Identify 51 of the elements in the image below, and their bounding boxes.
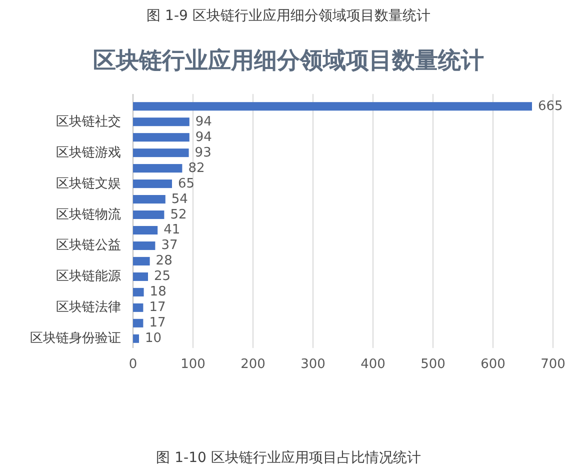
bar: [133, 241, 156, 250]
chart-title: 区块链行业应用细分领域项目数量统计: [93, 47, 484, 74]
bar: [133, 195, 166, 204]
data-label: 25: [154, 269, 171, 284]
caption: 图 1-9 区块链行业应用细分领域项目数量统计: [146, 8, 430, 24]
data-label: 37: [161, 238, 178, 254]
bar: [133, 318, 144, 328]
data-label: 28: [156, 254, 172, 269]
bar: [133, 164, 182, 173]
x-tick-label: 500: [420, 357, 446, 372]
x-tick-label: 100: [180, 357, 206, 372]
x-tick-label: 700: [540, 357, 566, 372]
bar: [133, 180, 172, 188]
data-label: 665: [538, 98, 563, 114]
bar: [133, 288, 144, 296]
x-tick-label: 300: [300, 357, 326, 372]
y-tick-label: 区块链文娱: [56, 176, 121, 192]
data-label: 94: [195, 130, 212, 145]
y-tick-label: 区块链社交: [56, 113, 121, 130]
bar: [133, 102, 532, 111]
x-tick-label: 400: [360, 357, 386, 372]
bar: [133, 118, 190, 126]
x-tick-label: 0: [128, 357, 138, 372]
y-tick-label: 区块链公益: [56, 238, 121, 254]
bar: [133, 272, 148, 281]
bar: [133, 256, 150, 266]
bar: [133, 210, 164, 220]
data-label: 10: [145, 331, 162, 346]
data-label: 82: [188, 160, 205, 176]
caption: 图 1-10 区块链行业应用项目占比情况统计: [156, 450, 421, 466]
y-tick-label: 区块链游戏: [56, 145, 121, 160]
data-label: 54: [171, 192, 188, 207]
bar: [133, 226, 158, 234]
y-tick-label: 区块链能源: [56, 269, 121, 284]
data-label: 65: [178, 176, 195, 192]
data-label: 41: [164, 222, 180, 238]
data-label: 17: [149, 300, 166, 316]
data-label: 18: [150, 284, 166, 300]
y-tick-label: 区块链法律: [56, 300, 121, 316]
bar: [133, 133, 190, 142]
x-tick-label: 200: [240, 357, 266, 372]
y-tick-label: 区块链身份验证: [30, 331, 121, 346]
bar: [133, 148, 189, 158]
data-label: 17: [149, 316, 166, 331]
data-label: 52: [170, 207, 187, 222]
data-label: 94: [195, 114, 212, 130]
y-tick-label: 区块链物流: [56, 206, 121, 222]
x-tick-label: 600: [480, 357, 506, 372]
bar: [133, 334, 139, 343]
bar: [133, 303, 144, 312]
data-label: 93: [194, 145, 212, 160]
